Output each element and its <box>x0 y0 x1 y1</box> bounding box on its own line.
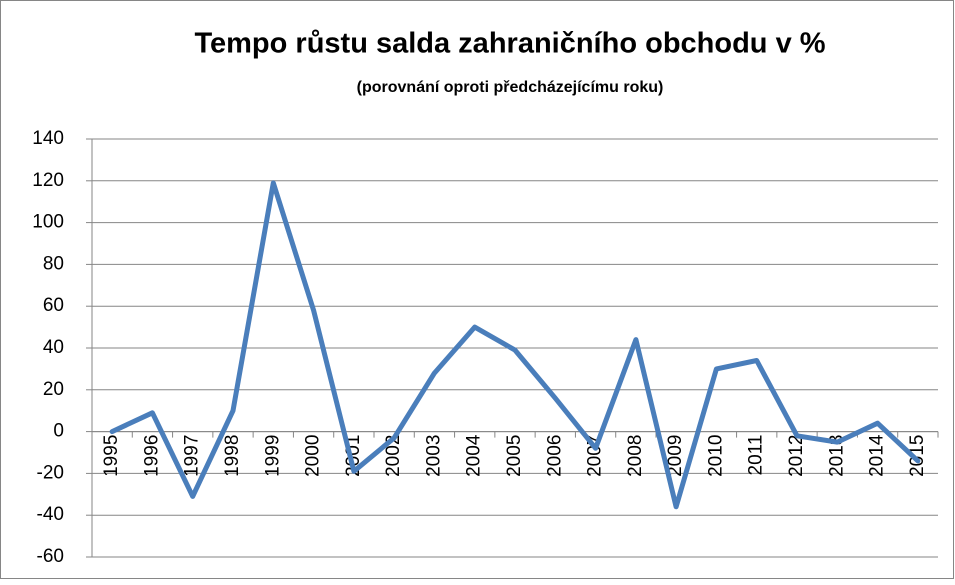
x-tick-label: 2007 <box>585 435 606 477</box>
x-tick-label: 1999 <box>262 435 283 477</box>
y-tick-label: 0 <box>53 421 64 442</box>
x-tick-label: 1997 <box>182 435 203 477</box>
x-tick-label: 2014 <box>867 434 888 477</box>
y-tick-label: 100 <box>32 212 64 233</box>
x-tick-label: 1998 <box>222 435 243 477</box>
x-tick-label: 2006 <box>544 435 565 477</box>
x-tick-label: 2012 <box>786 435 807 477</box>
y-tick-label: 20 <box>43 379 64 400</box>
y-tick-label: -40 <box>37 504 64 525</box>
x-tick-label: 2010 <box>705 435 726 477</box>
y-tick-label: 60 <box>43 295 64 316</box>
y-tick-label: 140 <box>32 128 64 149</box>
x-tick-label: 2003 <box>423 435 444 477</box>
x-tick-label: 1996 <box>141 435 162 477</box>
x-tick-label: 2005 <box>504 435 525 477</box>
x-tick-label: 2008 <box>625 435 646 477</box>
x-tick-label: 2000 <box>303 435 324 477</box>
y-tick-label: -60 <box>37 546 64 567</box>
chart-subtitle: (porovnání oproti předcházejícímu roku) <box>357 79 664 96</box>
x-tick-label: 2004 <box>464 434 485 477</box>
x-tick-label: 2009 <box>665 435 686 477</box>
data-line <box>109 180 921 510</box>
x-tick-label: 2015 <box>907 435 928 477</box>
x-tick-label: 2013 <box>826 435 847 477</box>
chart-title: Tempo růstu salda zahraničního obchodu v… <box>194 28 825 60</box>
y-tick-label: 120 <box>32 170 64 191</box>
x-tick-label: 2011 <box>746 435 767 476</box>
x-tick-label: 1995 <box>101 435 122 477</box>
y-tick-label: 80 <box>43 253 64 274</box>
y-tick-label: -20 <box>37 462 64 483</box>
y-tick-label: 40 <box>43 337 64 358</box>
